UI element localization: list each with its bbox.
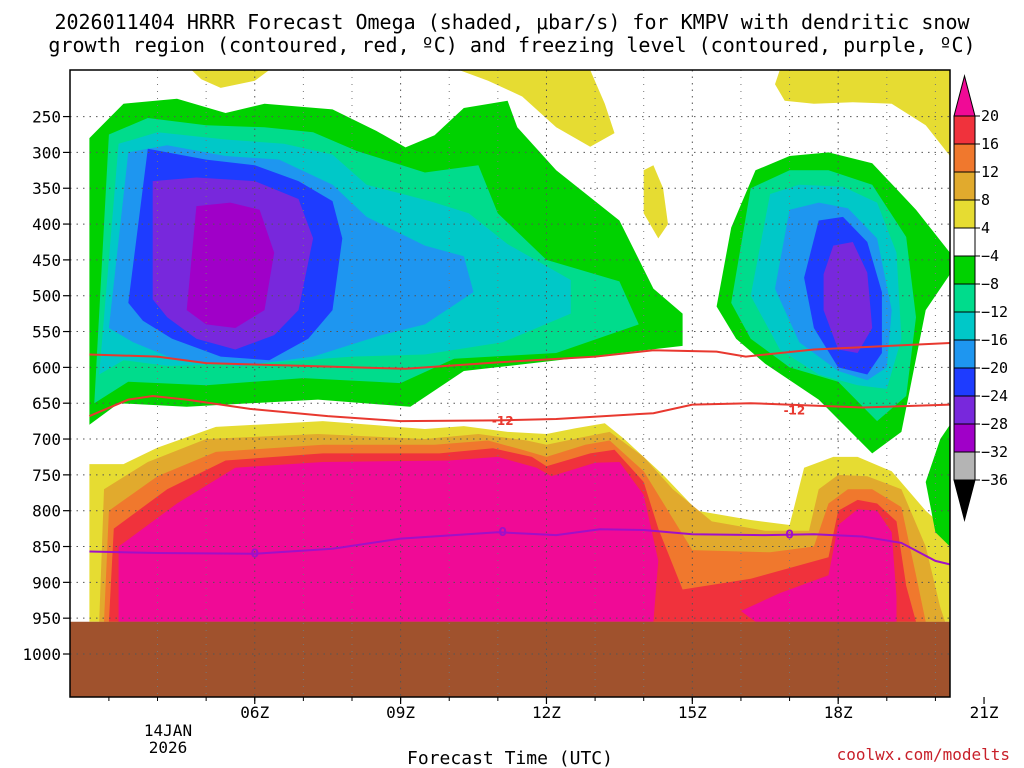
y-tick-label: 400: [32, 215, 61, 234]
omega-region-low-level-descent: [118, 456, 659, 622]
contour-label-freezing-level: 0: [785, 527, 793, 541]
colorbar-label: 8: [981, 191, 990, 209]
omega-region-upper-ascent-right: [823, 242, 873, 353]
colorbar-label: −36: [981, 471, 1008, 489]
plot-frame: [69, 69, 951, 698]
colorbar-swatch: [953, 423, 976, 453]
y-tick-label: 1000: [22, 645, 61, 664]
y-tick-label: 800: [32, 502, 61, 521]
colorbar-label: −12: [981, 303, 1008, 321]
colorbar-label: −16: [981, 331, 1008, 349]
y-tick-label: 300: [32, 143, 61, 162]
x-tick-label: 15Z: [678, 703, 707, 722]
x-tick-label: 18Z: [824, 703, 853, 722]
colorbar-swatch: [953, 227, 976, 257]
colorbar-label: −32: [981, 443, 1008, 461]
omega-region-yellow-mid-streak: [643, 165, 668, 239]
x-axis-label: Forecast Time (UTC): [407, 748, 613, 768]
contour-label-freezing-level: 0: [251, 547, 259, 561]
colorbar-swatch: [953, 395, 976, 425]
chart-title-line-2: growth region (contoured, red, ºC) and f…: [48, 33, 975, 57]
y-tick-label: 900: [32, 573, 61, 592]
colorbar-swatch: [953, 367, 976, 397]
colorbar-swatch: [953, 283, 976, 313]
contour-freezing-level: [89, 528, 950, 566]
colorbar-label: 4: [981, 219, 990, 237]
y-tick-label: 950: [32, 609, 61, 628]
chart-title-line-1: 2026011404 HRRR Forecast Omega (shaded, …: [54, 10, 970, 34]
y-tick-label: 750: [32, 466, 61, 485]
y-tick-label: 600: [32, 358, 61, 377]
colorbar: 20 16 12 8 4 −4 −8 −12 −16 −20 −24 −28 −32 −36: [953, 74, 1008, 522]
y-tick-label: 850: [32, 538, 61, 557]
omega-region-yellow-top-right: [775, 70, 950, 156]
contour-label-dgz-bottom: -12: [492, 414, 514, 428]
contour-dgz-bottom: [89, 394, 950, 423]
colorbar-swatch: [953, 199, 976, 229]
x-tick-label: 21Z: [970, 703, 999, 722]
colorbar-label: −8: [981, 275, 999, 293]
y-tick-label: 700: [32, 430, 61, 449]
colorbar-label: 16: [981, 135, 999, 153]
y-tick-label: 350: [32, 179, 61, 198]
colorbar-label: −4: [981, 247, 999, 265]
omega-region-yellow-top-left: [191, 70, 270, 88]
colorbar-swatch: [953, 115, 976, 145]
colorbar-label: −28: [981, 415, 1008, 433]
contour-dgz-top: [89, 342, 950, 370]
source-credit: coolwx.com/modelts: [837, 745, 1010, 764]
colorbar-label: 12: [981, 163, 999, 181]
y-tick-label: 450: [32, 251, 61, 270]
ground-below-surface: [70, 621, 950, 697]
x-tick-label: 06Z: [240, 703, 269, 722]
colorbar-label: −24: [981, 387, 1008, 405]
colorbar-label: −20: [981, 359, 1008, 377]
omega-region-low-level-descent: [740, 509, 897, 622]
colorbar-bottom-arrow: [953, 479, 976, 522]
y-tick-label: 550: [32, 323, 61, 342]
colorbar-swatch: [953, 143, 976, 173]
contour-label-freezing-level: 0: [499, 525, 507, 539]
colorbar-swatch: [953, 255, 976, 285]
colorbar-swatch: [953, 339, 976, 369]
colorbar-swatch: [953, 451, 976, 481]
y-tick-label: 650: [32, 394, 61, 413]
omega-region-green-right-edge: [925, 424, 950, 547]
x-tick-label: 12Z: [532, 703, 561, 722]
omega-region-upper-ascent-left: [186, 202, 275, 328]
omega-region-yellow-top-middle: [459, 70, 615, 147]
colorbar-swatch: [953, 311, 976, 341]
y-tick-label: 500: [32, 287, 61, 306]
contour-label-dgz-bottom: -12: [784, 403, 806, 417]
colorbar-label: 20: [981, 107, 999, 125]
y-tick-label: 250: [32, 108, 61, 127]
colorbar-top-arrow: [953, 74, 976, 117]
colorbar-swatch: [953, 171, 976, 201]
x-date-day: 14JAN: [144, 721, 192, 740]
x-date-year: 2026: [149, 738, 188, 757]
x-tick-label: 09Z: [386, 703, 415, 722]
